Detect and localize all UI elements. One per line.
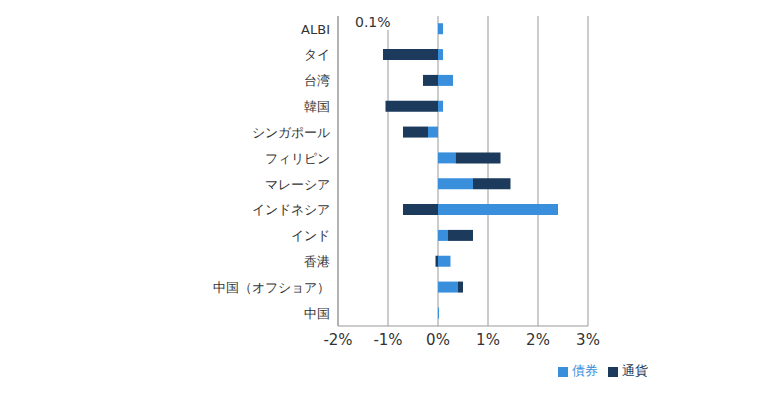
svg-text:タイ: タイ bbox=[304, 47, 330, 62]
svg-text:2%: 2% bbox=[526, 331, 550, 349]
svg-text:フィリピン: フィリピン bbox=[265, 151, 330, 166]
svg-text:香港: 香港 bbox=[304, 254, 330, 269]
html-text:0.1%: 0.1% bbox=[355, 14, 391, 30]
svg-text:台湾: 台湾 bbox=[304, 73, 330, 88]
svg-text:3%: 3% bbox=[576, 331, 600, 349]
svg-text:中国（オフショア）: 中国（オフショア） bbox=[213, 280, 330, 295]
svg-text:マレーシア: マレーシア bbox=[265, 177, 330, 192]
svg-text:-1%: -1% bbox=[373, 331, 402, 349]
svg-text:-2%: -2% bbox=[323, 331, 352, 349]
svg-text:シンガポール: シンガポール bbox=[252, 125, 330, 140]
svg-text:中国: 中国 bbox=[304, 306, 330, 321]
svg-text:韓国: 韓国 bbox=[304, 99, 330, 114]
svg-text:インドネシア: インドネシア bbox=[252, 202, 330, 217]
html-text:通貨: 通貨 bbox=[622, 363, 648, 378]
svg-text:1%: 1% bbox=[476, 331, 500, 349]
svg-text:0%: 0% bbox=[426, 331, 450, 349]
html-text:債券: 債券 bbox=[572, 363, 598, 378]
svg-text:インド: インド bbox=[291, 228, 330, 243]
svg-text:ALBI: ALBI bbox=[301, 22, 330, 37]
